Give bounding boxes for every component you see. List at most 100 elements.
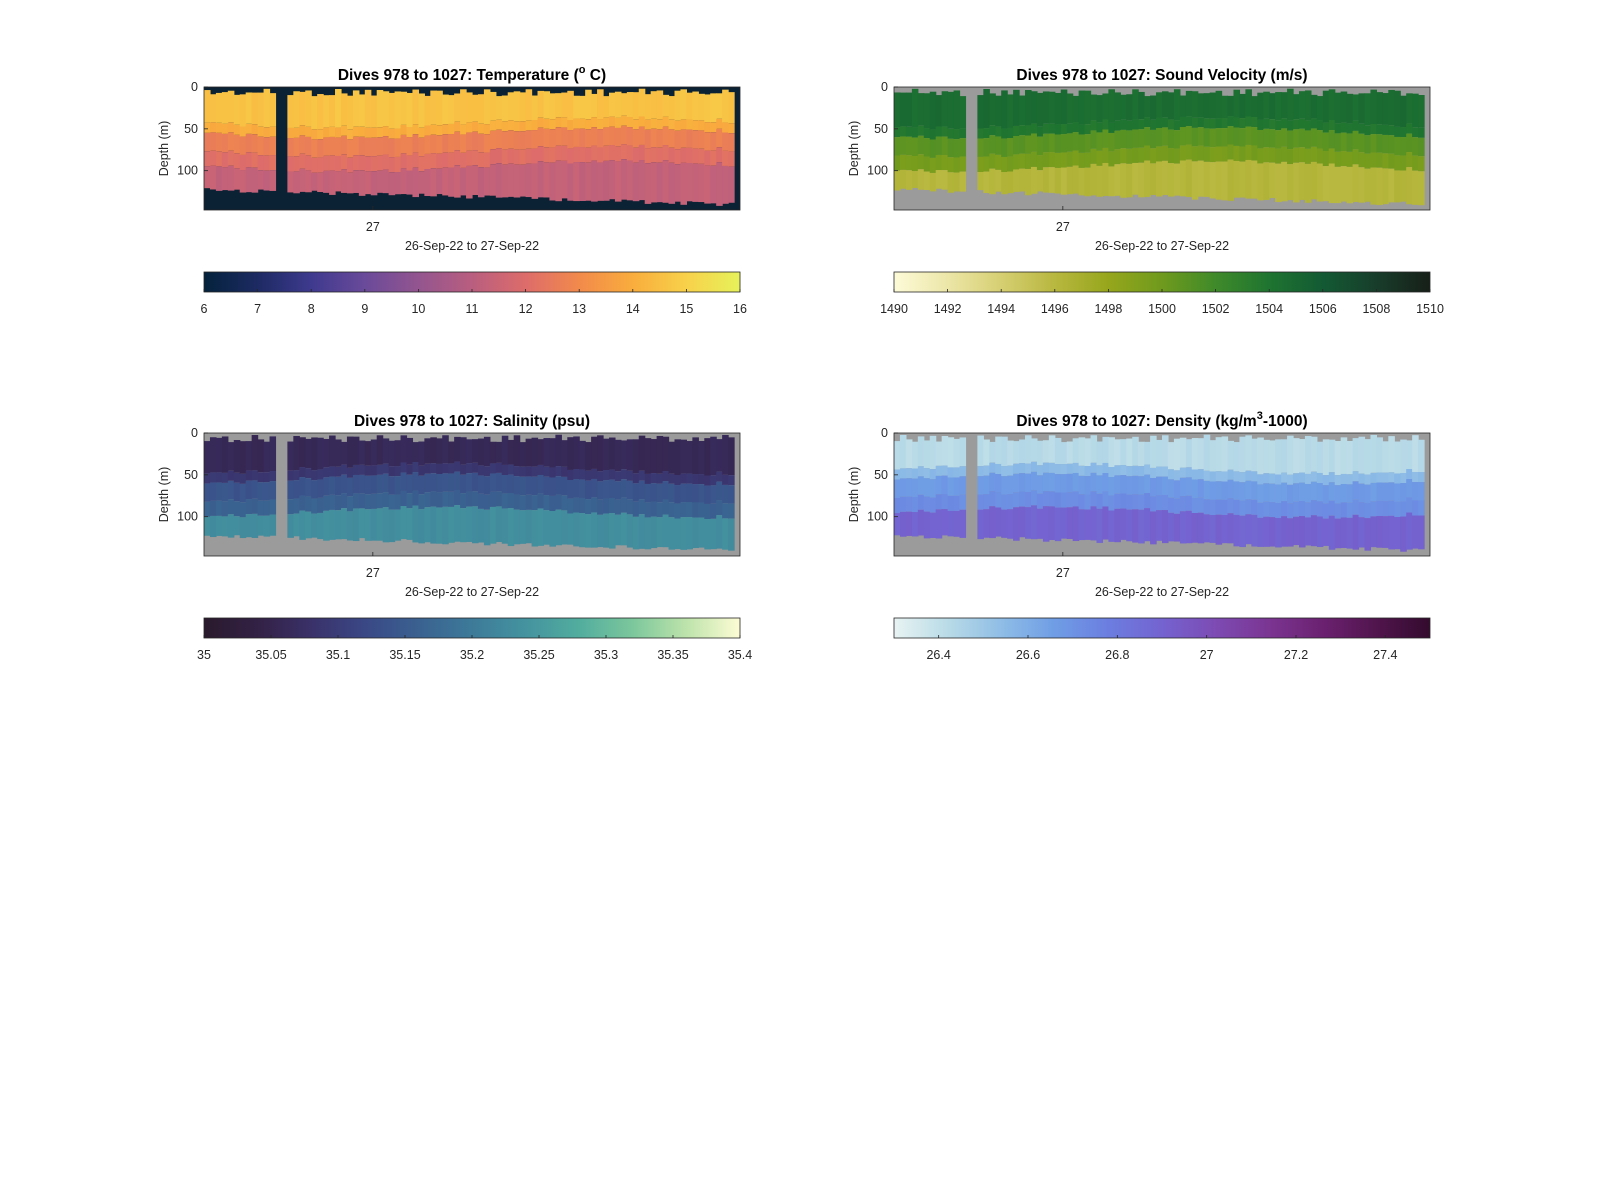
heatmap-cell	[1382, 134, 1389, 154]
heatmap-cell	[257, 126, 265, 137]
heatmap-cell	[1001, 156, 1008, 173]
heatmap-cell	[626, 127, 634, 146]
heatmap-cell	[1221, 118, 1229, 129]
heatmap-cell	[227, 122, 235, 133]
heatmap-cell	[1233, 481, 1241, 500]
heatmap-cell	[597, 481, 604, 500]
heatmap-cell	[1334, 133, 1342, 152]
colorbar-tick-label: 35.35	[657, 648, 688, 662]
heatmap-cell	[1001, 138, 1008, 157]
heatmap-cell	[1376, 152, 1383, 168]
heatmap-cell	[519, 164, 527, 197]
heatmap-cell	[603, 438, 610, 471]
heatmap-cell	[1060, 442, 1068, 465]
heatmap-cell	[215, 472, 223, 483]
heatmap-cell	[977, 476, 984, 495]
heatmap-cell	[472, 121, 479, 132]
heatmap-cell	[346, 139, 354, 158]
colorbar-tick-label: 6	[201, 302, 208, 316]
heatmap-cell	[1156, 495, 1163, 511]
heatmap-cell	[668, 147, 676, 163]
heatmap-cell	[209, 515, 217, 538]
heatmap-cell	[477, 167, 485, 198]
heatmap-cell	[1120, 129, 1127, 149]
heatmap-cell	[728, 518, 735, 551]
plot-frame	[893, 86, 1431, 211]
heatmap-cell	[340, 135, 348, 155]
heatmap-cell	[1382, 482, 1389, 502]
heatmap-cell	[573, 436, 580, 469]
heatmap-cell	[257, 170, 265, 190]
heatmap-cell	[513, 131, 521, 150]
heatmap-cell	[1376, 167, 1383, 206]
heatmap-cell	[263, 482, 271, 501]
colorbar-tick-label: 1510	[1416, 302, 1444, 316]
heatmap-cell	[1126, 94, 1133, 121]
heatmap-cell	[1167, 119, 1175, 130]
heatmap-cell	[1096, 150, 1104, 166]
heatmap-cell	[335, 89, 342, 128]
heatmap-cell	[400, 472, 408, 491]
heatmap-cell	[1304, 502, 1312, 518]
heatmap-cell	[989, 462, 996, 473]
heatmap-cell	[537, 474, 545, 494]
heatmap-cell	[376, 435, 384, 465]
heatmap-cell	[923, 468, 931, 479]
heatmap-cell	[472, 131, 479, 151]
heatmap-cell	[233, 482, 241, 502]
heatmap-cell	[466, 439, 473, 464]
heatmap-cell	[424, 438, 431, 464]
colorbar-tick-label: 1492	[934, 302, 962, 316]
heatmap-cell	[561, 145, 568, 161]
heatmap-cell	[573, 128, 580, 147]
heatmap-cell	[977, 128, 984, 139]
heatmap-cell	[608, 92, 616, 117]
heatmap-cell	[692, 91, 699, 121]
heatmap-cell	[340, 93, 348, 126]
heatmap-cell	[1066, 463, 1074, 474]
heatmap-cell	[1287, 435, 1294, 475]
heatmap-cell	[1173, 470, 1181, 481]
heatmap-cell	[519, 121, 527, 132]
heatmap-cell	[1227, 95, 1235, 117]
heatmap-cell	[1227, 479, 1235, 499]
heatmap-cell	[370, 171, 378, 196]
heatmap-cell	[537, 117, 545, 128]
heatmap-cell	[686, 517, 693, 550]
heatmap-cell	[614, 481, 622, 500]
heatmap-cell	[953, 157, 961, 173]
heatmap-cell	[204, 122, 211, 133]
heatmap-cell	[591, 145, 598, 161]
heatmap-cell	[454, 436, 461, 462]
heatmap-cell	[257, 439, 265, 473]
heatmap-cell	[716, 500, 723, 516]
heatmap-cell	[1013, 136, 1020, 155]
heatmap-cell	[1001, 466, 1008, 477]
heatmap-cell	[1054, 152, 1062, 168]
heatmap-cell	[507, 493, 515, 509]
heatmap-cell	[364, 465, 372, 476]
heatmap-cell	[549, 467, 556, 478]
heatmap-cell	[644, 119, 652, 130]
heatmap-cell	[263, 155, 271, 171]
heatmap-cell	[400, 435, 408, 463]
heatmap-cell	[905, 468, 913, 479]
heatmap-cell	[412, 462, 419, 473]
heatmap-cell	[1370, 472, 1377, 483]
heatmap-cell	[1025, 463, 1032, 474]
heatmap-cell	[430, 506, 437, 544]
heatmap-cell	[1084, 438, 1092, 467]
heatmap-cell	[632, 147, 640, 163]
heatmap-cell	[412, 152, 419, 168]
heatmap-cell	[1376, 134, 1383, 153]
heatmap-cell	[1364, 168, 1372, 202]
heatmap-cell	[911, 137, 919, 156]
heatmap-cell	[352, 474, 360, 494]
heatmap-cell	[1221, 146, 1229, 162]
heatmap-cell	[1382, 501, 1389, 517]
heatmap-cell	[406, 437, 414, 465]
heatmap-cell	[412, 472, 419, 491]
heatmap-cell	[1370, 167, 1377, 205]
heatmap-cell	[1084, 90, 1092, 125]
heatmap-cell	[227, 514, 235, 538]
